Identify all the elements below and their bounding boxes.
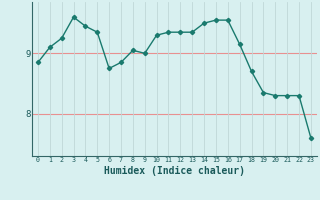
- X-axis label: Humidex (Indice chaleur): Humidex (Indice chaleur): [104, 166, 245, 176]
